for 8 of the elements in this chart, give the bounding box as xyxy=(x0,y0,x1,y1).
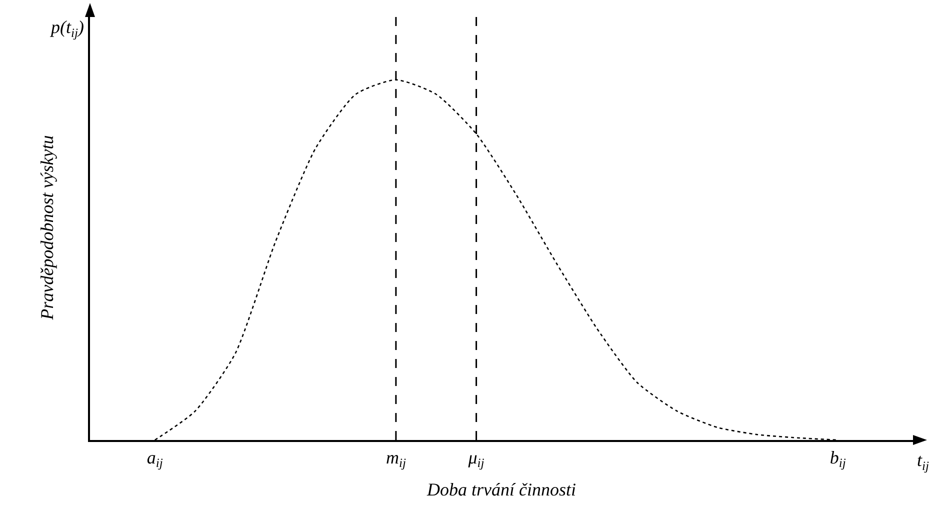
text: p(t$_{ij}$) xyxy=(49,17,84,40)
x-axis-title: Doba trvání činnosti xyxy=(426,480,576,500)
x-tick-label: a$_{ij}$ xyxy=(146,447,164,470)
x-tick-label: μ$_{ij}$ xyxy=(467,447,485,470)
x-tick-label: b$_{ij}$ xyxy=(830,447,846,470)
x-tick-label: m$_{ij}$ xyxy=(386,447,406,470)
y-axis-title: Pravděpodobnost výskytu xyxy=(36,135,57,321)
text: t$_{ij}$ xyxy=(917,450,930,473)
